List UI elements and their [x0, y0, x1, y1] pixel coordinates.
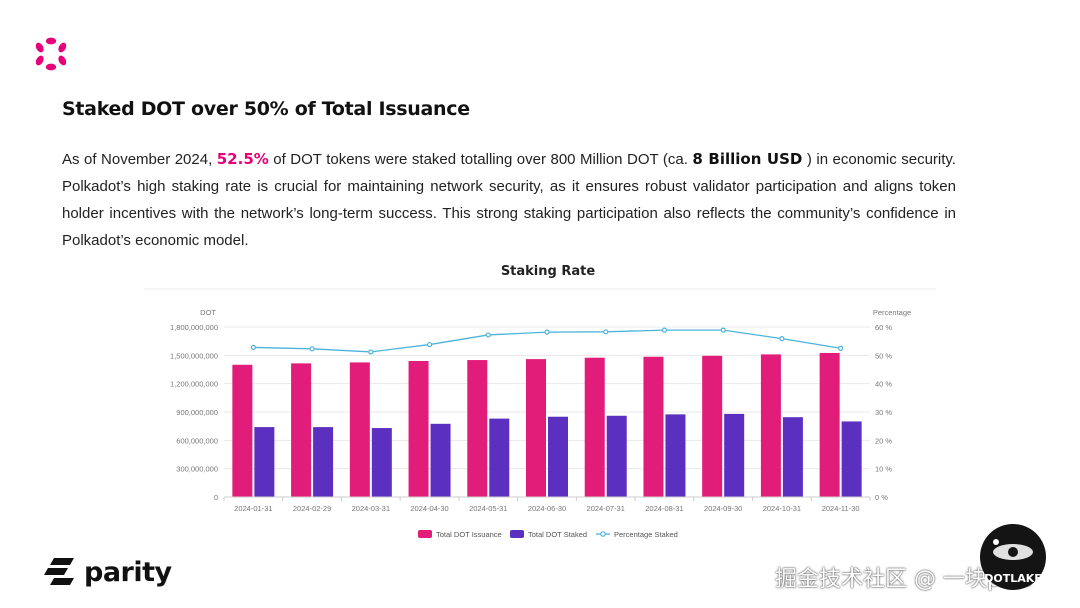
bar-total-issuance [819, 352, 840, 497]
y-tick-label: 900,000,000 [176, 408, 218, 417]
bar-total-issuance [291, 363, 312, 497]
paragraph-text-3: ) in economic security. Polkadot’s high … [62, 151, 956, 249]
bar-total-staked [313, 427, 334, 497]
x-tick-label: 2024-03-31 [352, 504, 390, 513]
usd-value-highlight: 8 Billion USD [692, 150, 803, 168]
x-tick-label: 2024-10-31 [763, 504, 801, 513]
x-tick-label: 2024-02-29 [293, 504, 331, 513]
bar-total-staked [724, 413, 745, 497]
percentage-staked-point [838, 345, 844, 351]
y2-tick-label: 20 % [875, 436, 892, 445]
parity-logo-icon [44, 558, 74, 585]
x-tick-label: 2024-09-30 [704, 504, 742, 513]
bar-total-issuance [349, 362, 370, 497]
bar-total-staked [430, 423, 451, 497]
y2-tick-label: 50 % [875, 351, 892, 360]
y-tick-label: 300,000,000 [176, 465, 218, 474]
dotlake-dot-icon [993, 539, 999, 545]
y-axis-label: DOT [200, 308, 216, 317]
dotlake-pupil-icon [1008, 547, 1018, 557]
percentage-staked-point [368, 349, 374, 355]
y2-axis-label: Percentage [873, 308, 911, 317]
y2-tick-label: 0 % [875, 493, 888, 502]
polkadot-logo-icon [35, 37, 67, 71]
legend-label-staked: Total DOT Staked [528, 530, 587, 539]
percentage-staked-point [661, 327, 668, 333]
legend-swatch-staked [510, 530, 524, 538]
paragraph-text-1: As of November 2024, [62, 151, 217, 168]
page-title: Staked DOT over 50% of Total Issuance [62, 98, 470, 120]
x-tick-label: 2024-08-31 [645, 504, 683, 513]
y-tick-label: 1,500,000,000 [170, 351, 218, 360]
percentage-staked-point [485, 332, 491, 338]
y-tick-label: 1,800,000,000 [170, 323, 218, 332]
bar-total-issuance [643, 356, 664, 497]
summary-paragraph: As of November 2024, 52.5% of DOT tokens… [62, 146, 956, 254]
dotlake-label: DOTLAKE [984, 572, 1042, 585]
legend-swatch-issuance [418, 530, 432, 538]
y-tick-label: 600,000,000 [176, 436, 218, 445]
percentage-staked-point [720, 327, 726, 333]
bar-total-issuance [408, 361, 429, 497]
parity-wordmark: parity [84, 556, 172, 588]
chart-title: Staking Rate [501, 264, 596, 279]
x-tick-label: 2024-07-31 [587, 504, 625, 513]
bar-total-staked [254, 427, 275, 497]
paragraph-text-2: of DOT tokens were staked totalling over… [268, 151, 693, 168]
percentage-staked-point [250, 344, 256, 351]
y2-tick-label: 30 % [875, 408, 892, 417]
legend-marker-percentage [600, 531, 606, 537]
x-tick-label: 2024-11-30 [822, 504, 860, 513]
parity-brand: parity [44, 554, 172, 590]
bar-total-issuance [232, 364, 253, 497]
bar-total-issuance [760, 354, 781, 497]
bar-total-issuance [584, 357, 605, 497]
y-tick-label: 1,200,000,000 [170, 380, 218, 389]
percentage-staked-point [779, 336, 785, 342]
percentage-staked-point [603, 329, 609, 335]
staked-percentage-highlight: 52.5% [216, 150, 269, 168]
x-tick-label: 2024-05-31 [469, 504, 507, 513]
percentage-staked-point [309, 346, 315, 352]
bar-total-staked [606, 415, 627, 497]
bar-total-staked [841, 421, 862, 497]
dotlake-badge: DOTLAKE [980, 524, 1046, 590]
x-tick-label: 2024-06-30 [528, 504, 566, 513]
percentage-staked-point [544, 329, 550, 335]
x-tick-label: 2024-04-30 [410, 504, 448, 513]
y2-tick-label: 40 % [875, 380, 892, 389]
staking-rate-chart: Staking Rate DOT Percentage 0 0 % 300,000,000… [144, 264, 936, 539]
bar-total-staked [782, 417, 803, 497]
bar-total-staked [489, 418, 510, 497]
legend-label-issuance: Total DOT Issuance [436, 530, 502, 539]
legend-label-percentage: Percentage Staked [614, 530, 678, 539]
y2-tick-label: 10 % [875, 465, 892, 474]
y-tick-label: 0 [214, 493, 218, 502]
x-tick-label: 2024-01-31 [234, 504, 272, 513]
bar-total-issuance [526, 359, 546, 497]
y2-tick-label: 60 % [875, 323, 892, 332]
bar-total-issuance [467, 360, 488, 497]
percentage-staked-point [426, 341, 433, 348]
bar-total-staked [371, 428, 392, 497]
bar-total-staked [548, 416, 568, 497]
bar-total-staked [665, 414, 686, 497]
bar-total-issuance [702, 355, 723, 497]
